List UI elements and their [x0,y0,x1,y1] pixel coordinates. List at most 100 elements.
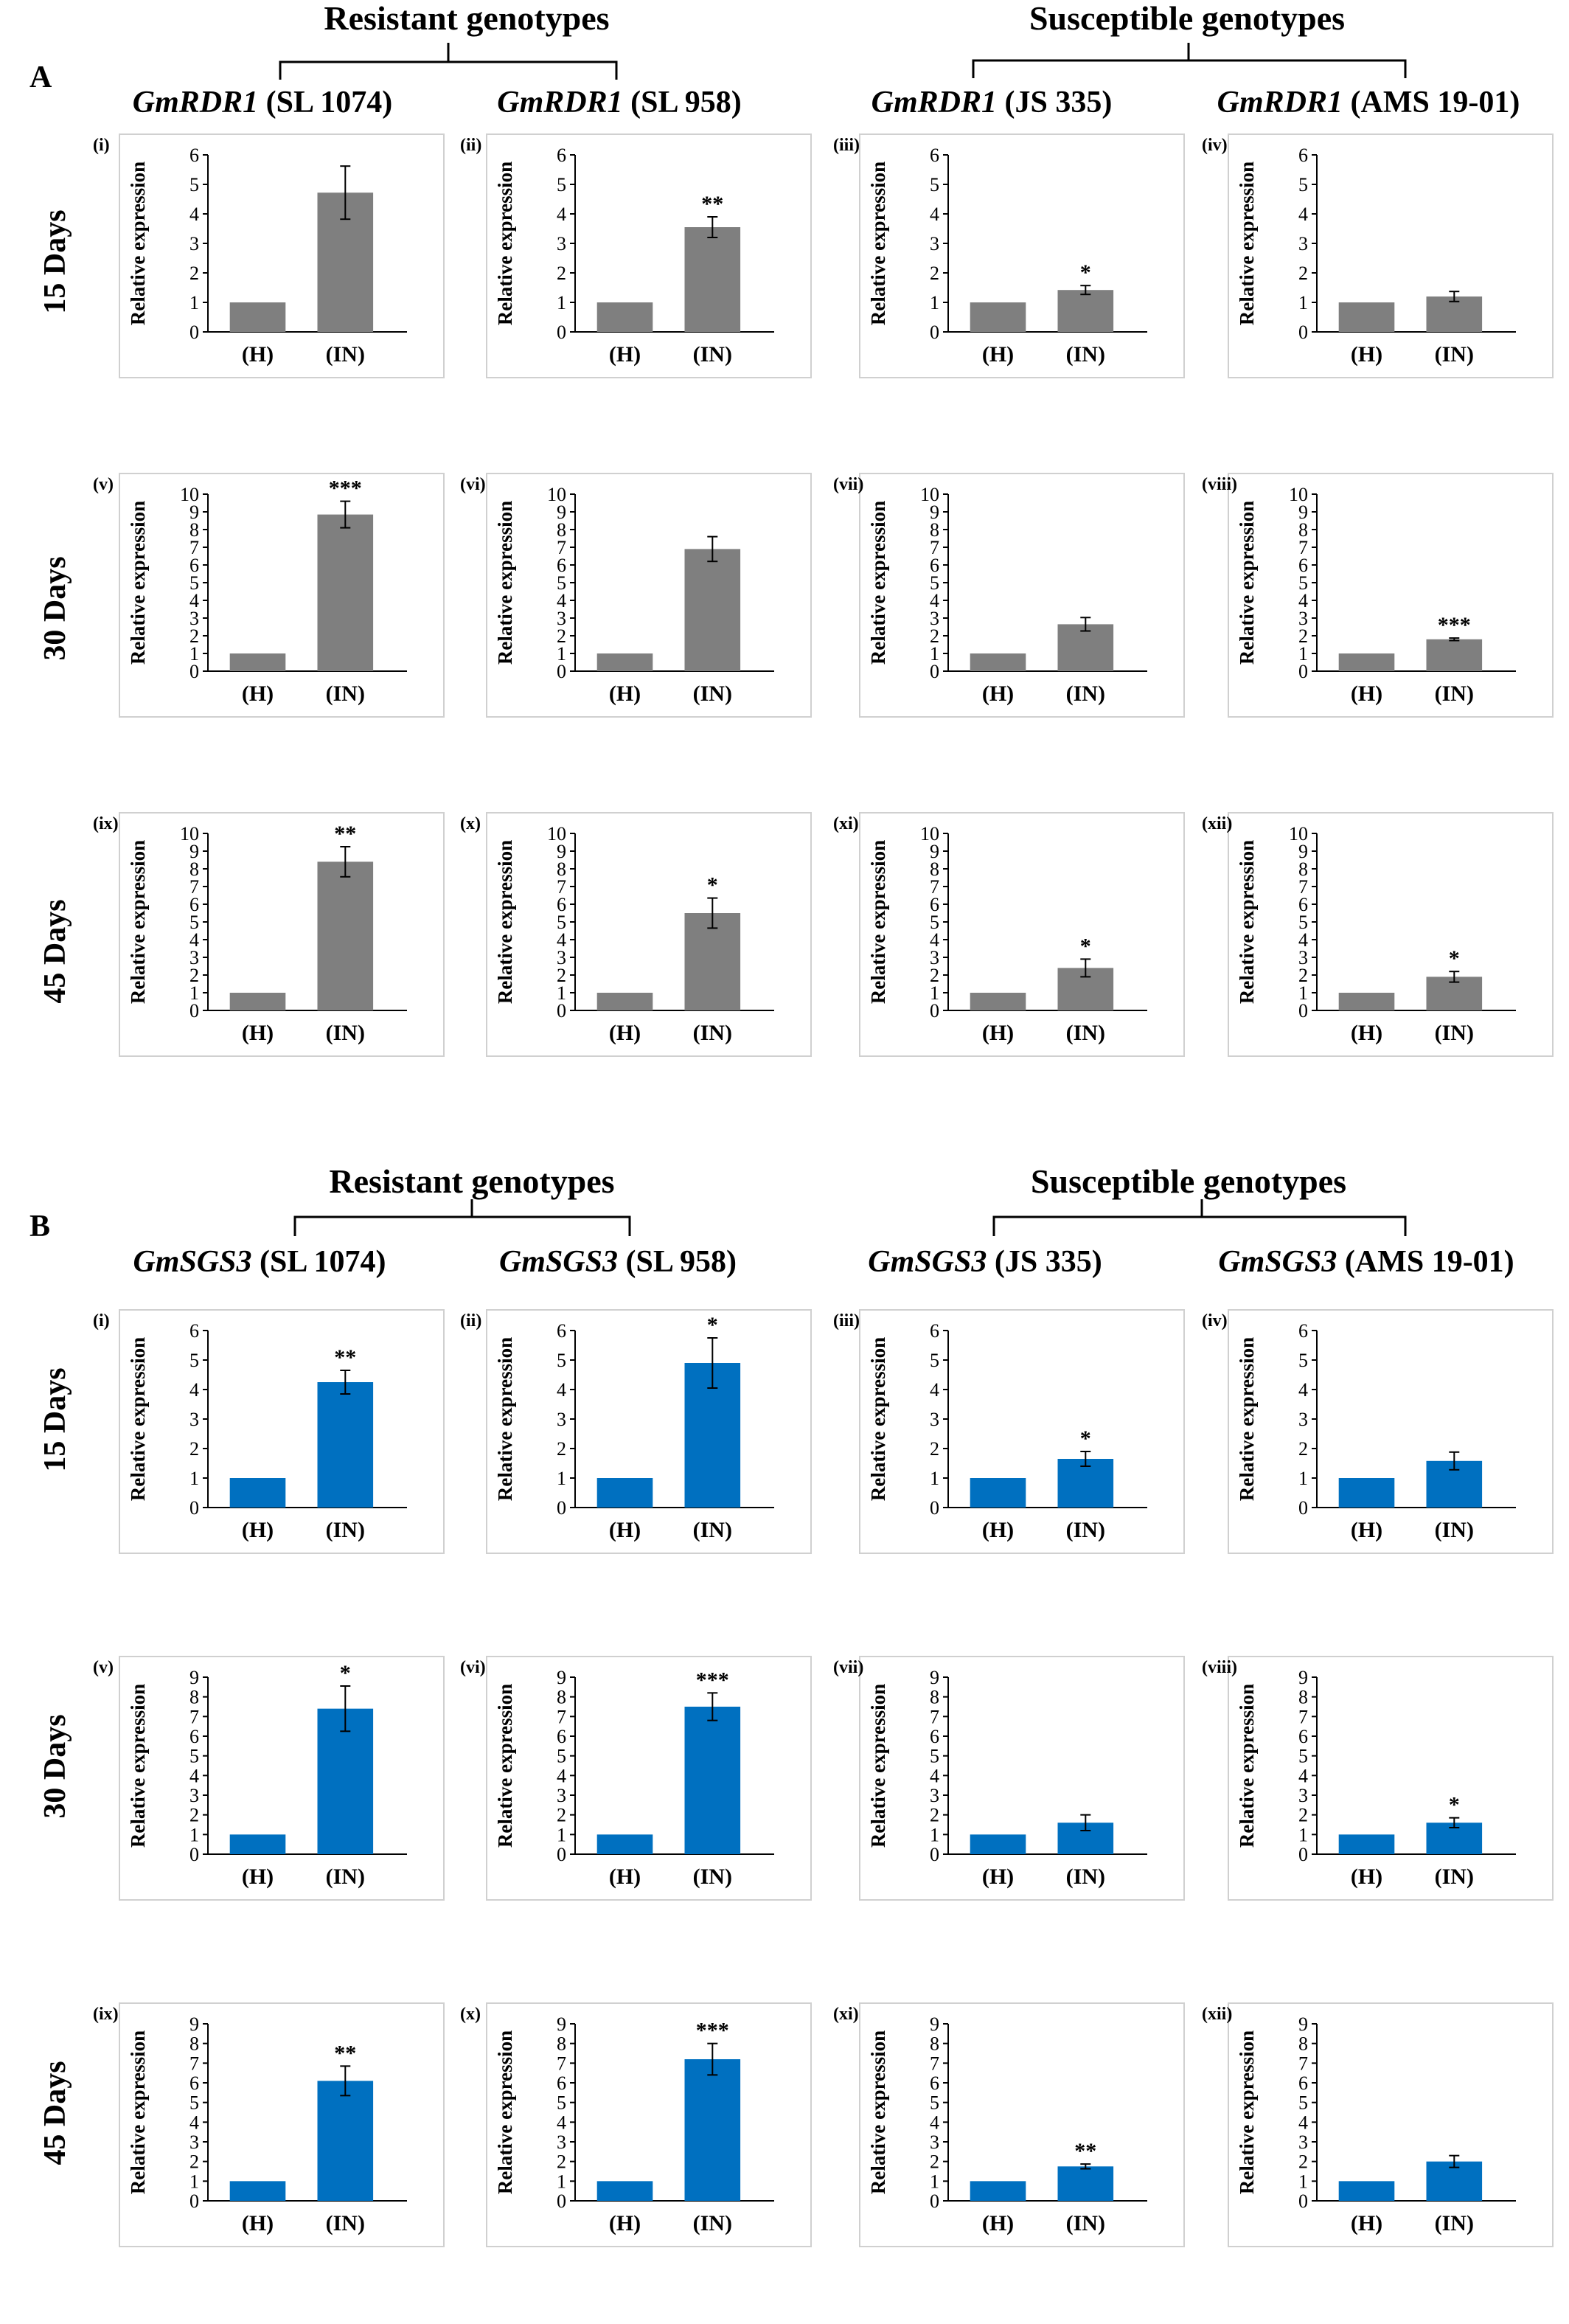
chart-panel-aiv: (iv) Relative expression 0 1 2 3 4 5 6 (H) (IN) [1202,133,1554,378]
significance-mark: * [1080,1426,1091,1451]
bar-healthy [596,302,653,332]
y-axis-label: Relative expression [1236,1684,1258,1848]
x-tick-label: (IN) [1066,681,1105,706]
y-tick-label: 0 [557,2191,566,2212]
bar-healthy [1338,1478,1395,1508]
y-tick-label: 3 [189,947,199,968]
y-tick-label: 0 [1298,1844,1308,1865]
y-tick-label: 6 [557,555,566,576]
y-tick-label: 4 [557,590,566,611]
bar-healthy [596,1478,653,1508]
y-tick-label: 1 [1298,643,1308,665]
x-tick-label: (H) [609,2211,641,2235]
panel-frame [1228,1656,1554,1901]
x-tick-label: (IN) [1435,2211,1474,2235]
significance-mark: * [1449,946,1460,971]
x-tick-label: (H) [1351,681,1382,706]
y-tick-label: 8 [189,2033,199,2055]
panel-label: (xii) [1202,2005,1232,2024]
y-tick-label: 10 [547,484,566,505]
y-tick-label: 9 [557,2013,566,2035]
y-tick-label: 3 [557,947,566,968]
y-axis-label: Relative expression [1236,501,1258,665]
y-tick-label: 0 [930,1000,939,1021]
y-tick-label: 0 [930,1844,939,1865]
significance-mark: *** [696,1668,729,1692]
y-tick-label: 8 [930,859,939,880]
section-b-header-col3: GmSGS3 (JS 335) [868,1245,1102,1279]
bar-infected [317,514,374,671]
y-tick-label: 3 [189,1785,199,1806]
y-axis-label: Relative expression [1236,162,1258,325]
chart-panel-aii: (ii) Relative expression 0 1 2 3 4 5 6 (H) ** (IN) [460,133,812,378]
y-tick-label: 4 [557,1379,566,1401]
section-a-label: A [29,60,52,94]
y-axis-label: Relative expression [127,1684,149,1848]
x-tick-label: (IN) [1435,1518,1474,1542]
y-tick-label: 8 [1298,519,1308,541]
bar-healthy [970,1478,1026,1508]
y-tick-label: 7 [930,1706,939,1727]
y-tick-label: 6 [189,894,199,915]
y-tick-label: 2 [1298,625,1308,647]
panel-label: (xi) [833,2005,859,2024]
x-tick-label: (IN) [1066,2211,1105,2235]
y-tick-label: 2 [1298,965,1308,986]
y-tick-label: 2 [930,625,939,647]
x-tick-label: (IN) [1066,1518,1105,1542]
y-tick-label: 2 [930,1805,939,1826]
y-tick-label: 6 [930,555,939,576]
y-tick-label: 0 [930,1497,939,1519]
panel-label: (ii) [460,1311,481,1331]
y-tick-label: 5 [930,174,939,195]
bar-infected [1426,639,1483,671]
significance-mark: *** [1438,613,1471,637]
bar-healthy [1338,1834,1395,1854]
y-tick-label: 8 [557,2033,566,2055]
x-tick-label: (H) [609,342,641,367]
y-tick-label: 6 [930,145,939,166]
y-tick-label: 6 [1298,145,1308,166]
y-tick-label: 2 [930,1438,939,1460]
y-tick-label: 3 [1298,2132,1308,2153]
section-a-group-susceptible: Susceptible genotypes [1029,0,1345,37]
y-tick-label: 7 [189,876,199,898]
y-tick-label: 6 [189,1726,199,1747]
chart-panel-biv: (iv) Relative expression 0 1 2 3 4 5 6 (H) (IN) [1202,1309,1554,1554]
y-tick-label: 3 [930,947,939,968]
x-tick-label: (IN) [693,342,732,367]
y-tick-label: 3 [1298,1409,1308,1430]
chart-panel-ai: (i) Relative expression 0 1 2 3 4 5 6 (H) (IN) [93,133,445,378]
y-tick-label: 0 [189,661,199,682]
y-tick-label: 1 [930,643,939,665]
chart-panel-aiii: (iii) Relative expression 0 1 2 3 4 5 6 (H) * (IN) [833,133,1185,378]
y-tick-label: 3 [189,233,199,254]
panel-frame [119,1309,445,1554]
y-axis-label: Relative expression [494,1684,516,1848]
bar-healthy [596,2181,653,2201]
y-tick-label: 1 [1298,982,1308,1004]
y-tick-label: 2 [1298,263,1308,284]
panel-frame [119,1656,445,1901]
x-tick-label: (H) [1351,342,1382,367]
section-b-bracket-susceptible [992,1199,1407,1236]
y-tick-label: 5 [1298,1746,1308,1767]
y-tick-label: 1 [930,1824,939,1845]
bar-healthy [1338,993,1395,1010]
y-tick-label: 3 [930,2132,939,2153]
significance-mark: * [1449,1793,1460,1817]
y-tick-label: 4 [930,2112,939,2133]
y-tick-label: 5 [930,1746,939,1767]
bar-healthy [229,653,286,671]
section-b-label: B [29,1210,50,1243]
panel-label: (iv) [1202,1311,1228,1331]
